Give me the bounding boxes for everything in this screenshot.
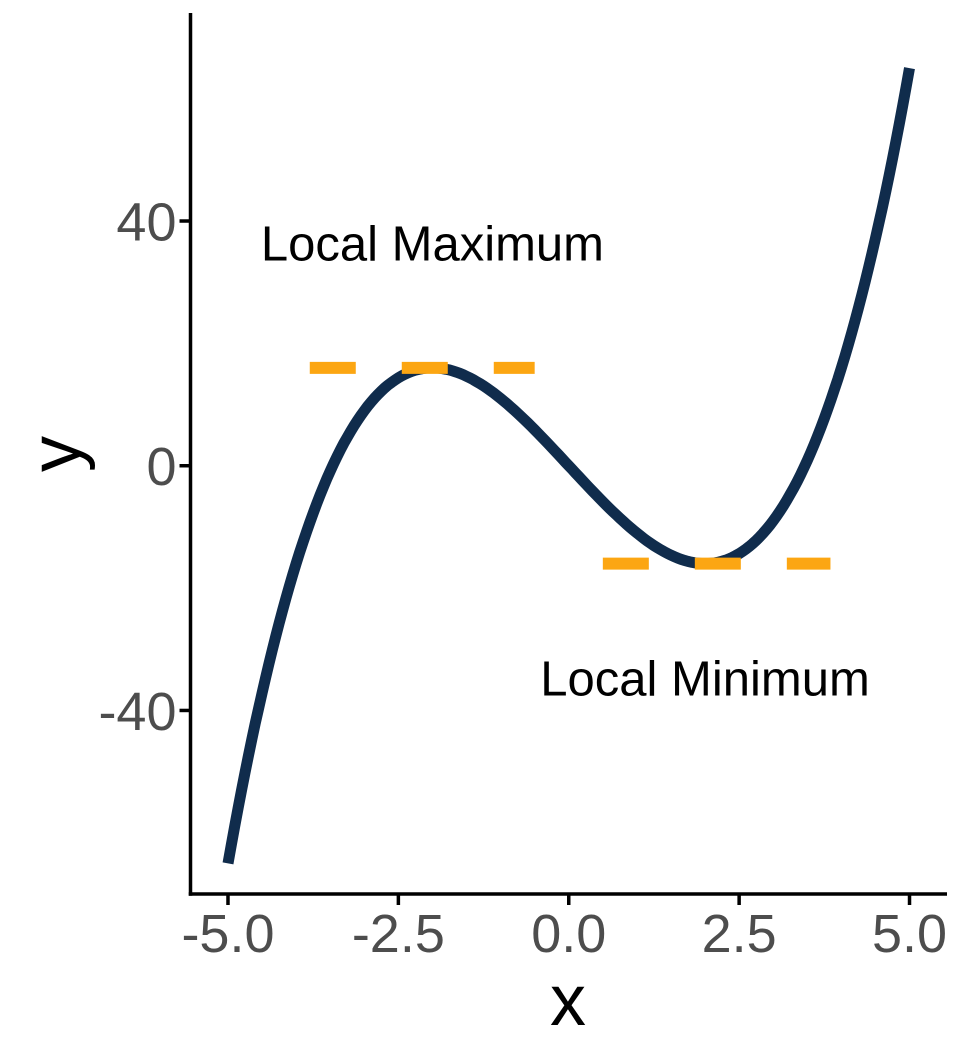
local-maximum-label: Local Maximum [260,217,604,272]
local-minimum-label: Local Minimum [540,652,870,707]
x-tick-label: 2.5 [702,904,777,964]
function-curve [222,67,915,865]
x-tick-label: 0.0 [531,904,606,964]
y-tick-label: -40 [98,682,176,742]
y-tick-label: 40 [116,192,176,252]
x-tick-label: 5.0 [872,904,947,964]
x-tick-label: -2.5 [352,904,445,964]
x-tick-label: -5.0 [181,904,274,964]
y-axis-title: y [16,436,96,472]
x-axis-title: x [550,961,586,1041]
y-tick-label: 0 [146,437,176,497]
